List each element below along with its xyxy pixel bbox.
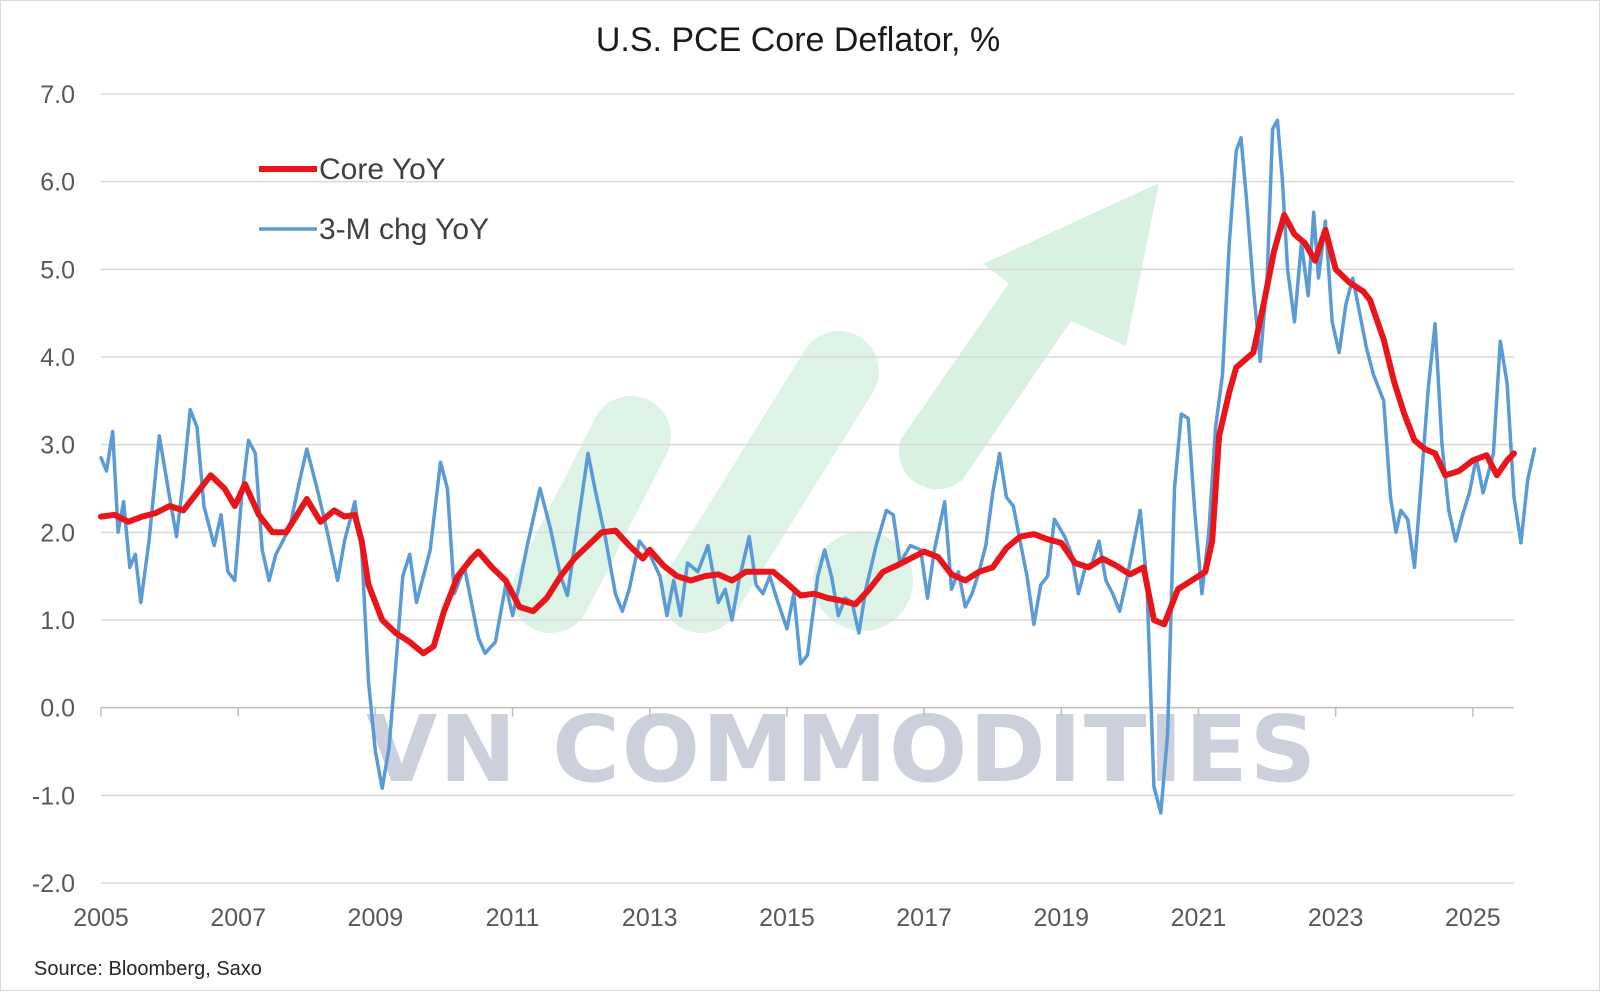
chart-title: U.S. PCE Core Deflator, % — [596, 21, 1000, 59]
x-tick-label: 2015 — [759, 904, 815, 932]
source-note: Source: Bloomberg, Saxo — [34, 958, 262, 980]
x-tick-label: 2013 — [622, 904, 678, 932]
legend: Core YoY 3-M chg YoY — [259, 153, 489, 246]
x-tick-label: 2019 — [1033, 904, 1089, 932]
y-axis-ticks: -2.0 -1.0 0.0 1.0 2.0 3.0 4.0 5.0 6.0 7.0 — [32, 81, 75, 898]
series-line-3m-chg-yoy — [99, 118, 1537, 815]
x-tick-label: 2009 — [348, 904, 404, 932]
plot-series — [98, 118, 1537, 815]
watermark-text: VN COMMODITIES — [366, 696, 1318, 803]
y-tick-label: 5.0 — [40, 256, 75, 284]
y-tick-label: 7.0 — [40, 81, 75, 109]
x-tick-label: 2021 — [1171, 904, 1227, 932]
legend-label-0: Core YoY — [319, 153, 446, 186]
series-line-core-yoy — [98, 212, 1517, 657]
x-tick-label: 2011 — [486, 904, 540, 932]
y-tick-label: 2.0 — [40, 519, 75, 547]
x-tick-label: 2005 — [73, 904, 129, 932]
y-tick-label: -1.0 — [32, 782, 75, 810]
y-tick-label: 1.0 — [40, 607, 75, 635]
y-tick-label: 0.0 — [40, 695, 75, 723]
x-axis-ticks: 2005 2007 2009 2011 2013 2015 2017 2019 2021 2023… — [73, 707, 1501, 932]
y-tick-label: 4.0 — [40, 344, 75, 372]
x-tick-label: 2017 — [896, 904, 952, 932]
x-tick-label: 2025 — [1445, 904, 1501, 932]
x-tick-label: 2023 — [1308, 904, 1364, 932]
watermark-stroke-2 — [661, 331, 879, 633]
legend-label-1: 3-M chg YoY — [319, 213, 489, 246]
x-tick-label: 2007 — [210, 904, 266, 932]
watermark-arrow — [898, 183, 1159, 490]
grid-lines — [101, 93, 1514, 884]
y-tick-label: -2.0 — [32, 870, 75, 898]
y-tick-label: 3.0 — [40, 432, 75, 460]
y-tick-label: 6.0 — [40, 169, 75, 197]
